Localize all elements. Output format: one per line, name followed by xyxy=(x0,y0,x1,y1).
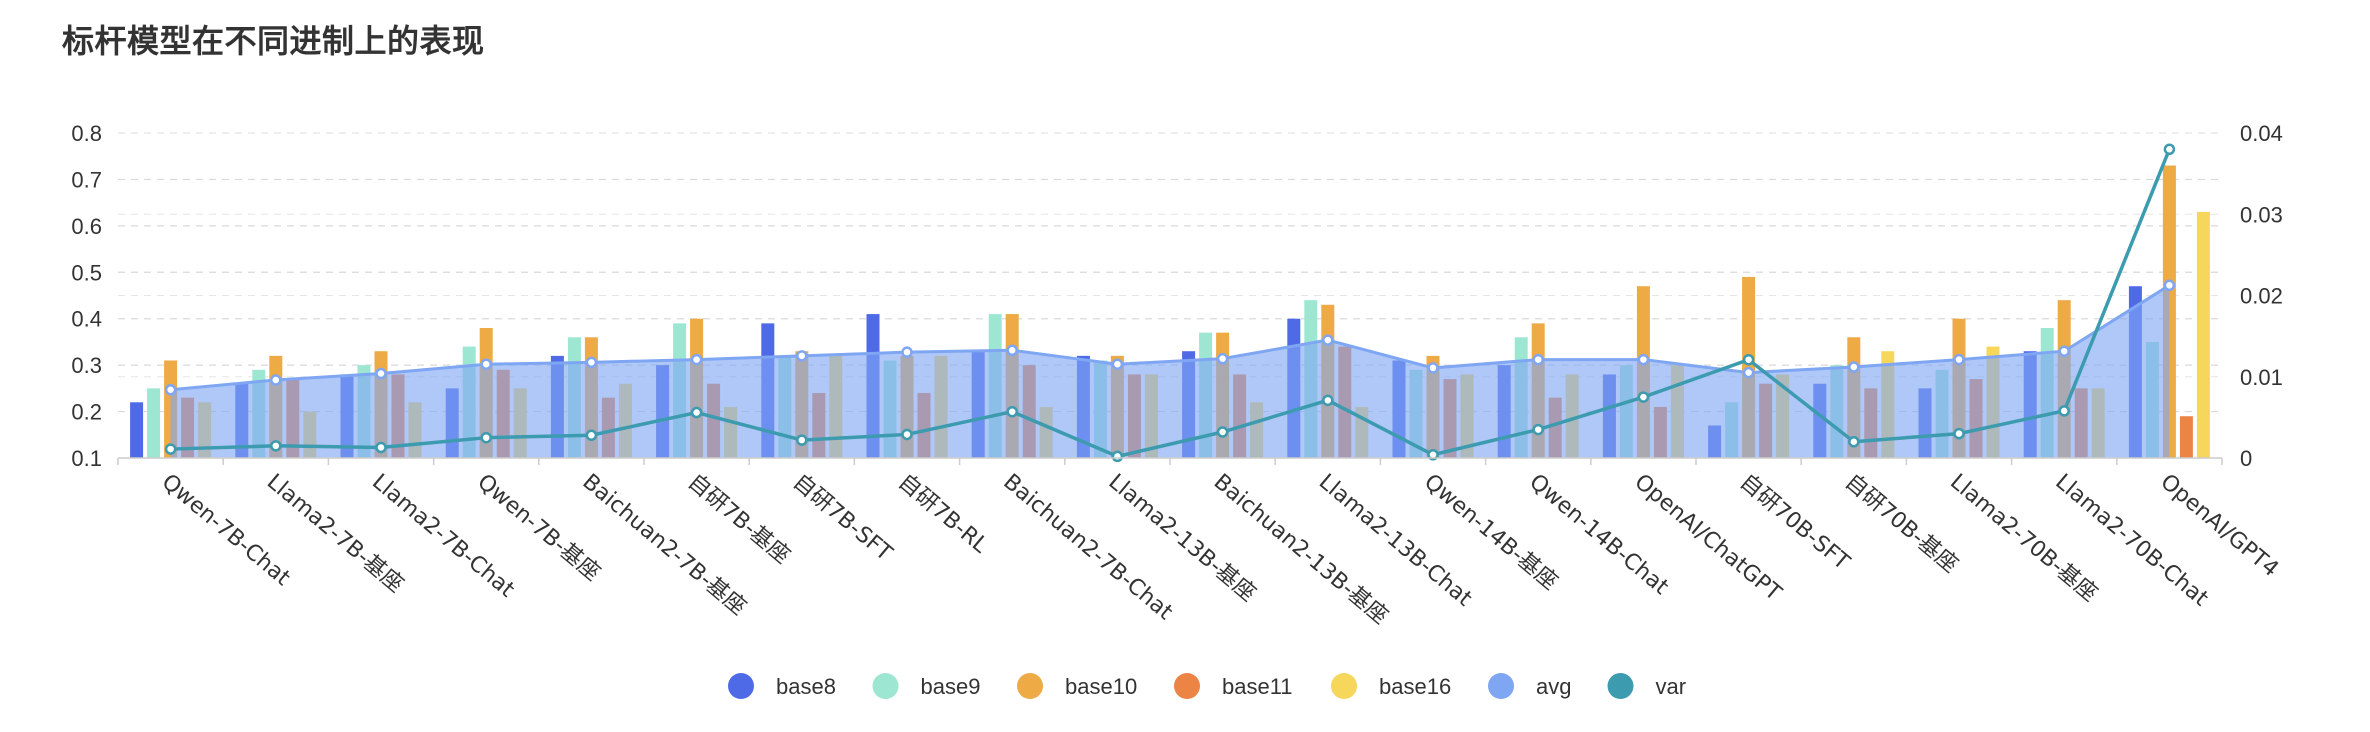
avg-point[interactable] xyxy=(585,356,598,369)
avg-point[interactable] xyxy=(1006,344,1018,357)
var-point[interactable] xyxy=(164,443,177,455)
var-point[interactable] xyxy=(2163,143,2176,155)
legend-marker-base10[interactable] xyxy=(1017,673,1043,699)
legend-label-base11[interactable]: base11 xyxy=(1222,674,1293,699)
legend-marker-avg[interactable] xyxy=(1488,673,1514,699)
bar-base9[interactable] xyxy=(147,388,161,458)
avg-point[interactable] xyxy=(1637,353,1650,366)
legend-label-avg[interactable]: avg xyxy=(1536,674,1571,699)
var-point[interactable] xyxy=(1848,436,1860,448)
avg-area xyxy=(170,285,2170,458)
legend-label-base8[interactable]: base8 xyxy=(776,674,836,699)
category-label: Baichuan2-7B-Chat xyxy=(998,469,1177,625)
avg-point[interactable] xyxy=(1532,353,1544,366)
legend-label-base9[interactable]: base9 xyxy=(921,674,981,699)
var-point[interactable] xyxy=(690,406,703,419)
var-point[interactable] xyxy=(1532,423,1544,436)
avg-point[interactable] xyxy=(796,350,808,362)
var-point[interactable] xyxy=(1742,353,1755,366)
avg-line xyxy=(170,284,2171,392)
right-tick-label: 0 xyxy=(2240,446,2252,471)
avg-point[interactable] xyxy=(2163,279,2176,292)
avg-point[interactable] xyxy=(164,384,177,396)
left-tick-label: 0.7 xyxy=(71,167,102,192)
category-label: 自研7B-RL xyxy=(893,469,993,558)
left-tick-label: 0.2 xyxy=(71,400,102,425)
left-tick-label: 0.1 xyxy=(71,446,102,471)
bar-base11[interactable] xyxy=(2179,416,2193,458)
category-label: 自研70B-基座 xyxy=(1840,469,1963,578)
var-point[interactable] xyxy=(1006,405,1018,418)
legend-label-base16[interactable]: base16 xyxy=(1379,674,1451,699)
avg-point[interactable] xyxy=(1953,353,1965,366)
left-tick-label: 0.5 xyxy=(71,260,102,285)
var-line xyxy=(170,148,2172,459)
avg-point[interactable] xyxy=(270,374,282,386)
avg-point[interactable] xyxy=(1216,352,1229,365)
legend-label-base10[interactable]: base10 xyxy=(1065,674,1137,699)
var-point[interactable] xyxy=(796,434,808,446)
avg-point[interactable] xyxy=(690,353,703,366)
series-points xyxy=(164,143,2176,463)
avg-point[interactable] xyxy=(375,367,387,380)
right-tick-label: 0.01 xyxy=(2240,365,2283,390)
avg-point[interactable] xyxy=(2058,345,2070,357)
right-tick-label: 0.02 xyxy=(2240,284,2283,309)
legend-marker-base9[interactable] xyxy=(872,673,899,699)
avg-point[interactable] xyxy=(480,358,492,370)
legend-marker-base11[interactable] xyxy=(1174,673,1200,699)
var-point[interactable] xyxy=(2058,405,2070,417)
left-tick-label: 0.3 xyxy=(71,353,102,378)
legend-marker-base8[interactable] xyxy=(728,673,754,699)
category-label: 自研7B-SFT xyxy=(788,469,897,566)
var-point[interactable] xyxy=(375,441,387,454)
var-point[interactable] xyxy=(1427,449,1439,461)
avg-point[interactable] xyxy=(1111,358,1124,370)
var-point[interactable] xyxy=(1111,450,1124,463)
left-tick-label: 0.8 xyxy=(71,121,102,146)
left-tick-label: 0.4 xyxy=(71,307,102,332)
avg-point[interactable] xyxy=(1427,362,1439,374)
chart-title: 标杆模型在不同进制上的表现 xyxy=(62,22,485,60)
avg-point[interactable] xyxy=(901,346,913,358)
var-point[interactable] xyxy=(270,440,282,452)
left-y-axis: 0.1 0.2 0.3 0.4 0.5 0.6 0.7 0.8 xyxy=(71,121,102,471)
var-point[interactable] xyxy=(901,428,913,441)
bar-base16[interactable] xyxy=(2196,211,2210,458)
category-label: Baichuan2-13B-基座 xyxy=(1209,469,1393,629)
right-tick-label: 0.04 xyxy=(2240,121,2283,146)
legend-marker-var[interactable] xyxy=(1607,673,1634,699)
var-point[interactable] xyxy=(1637,391,1650,403)
var-point[interactable] xyxy=(1216,426,1229,438)
x-axis: Qwen-7B-ChatLlama2-7B-基座Llama2-7B-ChatQw… xyxy=(117,457,2283,629)
avg-point[interactable] xyxy=(1322,334,1334,346)
bar-base8[interactable] xyxy=(130,402,144,458)
category-label: 自研7B-基座 xyxy=(683,469,795,569)
right-tick-label: 0.03 xyxy=(2240,202,2283,227)
var-point[interactable] xyxy=(1953,427,1965,440)
var-point[interactable] xyxy=(585,429,598,441)
legend: base8 base9 base10 base11 base16 avg var xyxy=(728,673,1686,699)
legend-label-var[interactable]: var xyxy=(1656,674,1687,699)
left-tick-label: 0.6 xyxy=(71,214,102,239)
var-point[interactable] xyxy=(480,431,492,444)
avg-point[interactable] xyxy=(1848,361,1860,373)
legend-marker-base16[interactable] xyxy=(1331,673,1357,699)
var-point[interactable] xyxy=(1322,394,1334,407)
var-line-series xyxy=(170,148,2172,459)
right-y-axis: 0 0.01 0.02 0.03 0.04 xyxy=(2240,121,2283,471)
avg-point[interactable] xyxy=(1742,366,1755,379)
